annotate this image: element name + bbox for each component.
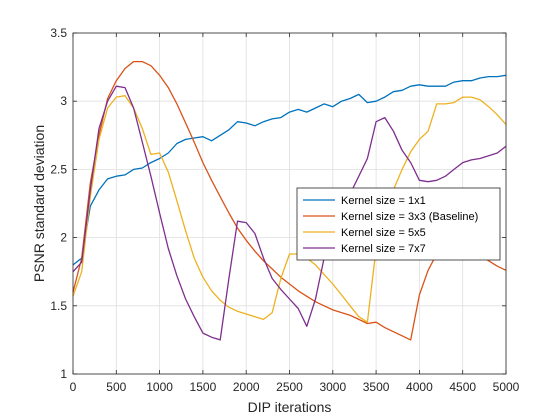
x-tick-label: 0 <box>70 380 77 394</box>
series-line-3 <box>72 95 507 323</box>
tick-labels: 0 500 1000 1500 2000 2500 3000 3500 4000 4500 5000… <box>50 26 519 394</box>
series-line-4 <box>72 85 507 341</box>
y-tick-label: 3.5 <box>50 26 67 40</box>
series-line-1 <box>72 74 507 266</box>
axis-ticks <box>72 32 507 375</box>
y-tick-label: 2 <box>60 231 67 245</box>
x-tick-label: 1500 <box>190 380 217 394</box>
legend-label-2: Kernel size = 3x3 (Baseline) <box>341 211 478 223</box>
x-tick-label: 4000 <box>406 380 433 394</box>
x-tick-label: 5000 <box>493 380 520 394</box>
legend: Kernel size = 1x1 Kernel size = 3x3 (Base… <box>296 187 501 261</box>
x-tick-label: 1000 <box>146 380 173 394</box>
x-tick-label: 3000 <box>319 380 346 394</box>
y-axis-title: PSNR standard deviation <box>31 125 47 282</box>
y-tick-label: 1.5 <box>50 299 67 313</box>
x-tick-label: 2000 <box>233 380 260 394</box>
x-tick-label: 3500 <box>363 380 390 394</box>
x-tick-label: 500 <box>106 380 126 394</box>
x-tick-label: 2500 <box>276 380 303 394</box>
y-tick-label: 2.5 <box>50 162 67 176</box>
x-axis-title: DIP iterations <box>248 399 332 415</box>
legend-label-4: Kernel size = 7x7 <box>341 243 426 255</box>
y-tick-label: 3 <box>60 94 67 108</box>
legend-label-3: Kernel size = 5x5 <box>341 227 426 239</box>
x-tick-label: 4500 <box>449 380 476 394</box>
y-tick-label: 1 <box>60 367 67 381</box>
legend-label-1: Kernel size = 1x1 <box>341 195 426 207</box>
